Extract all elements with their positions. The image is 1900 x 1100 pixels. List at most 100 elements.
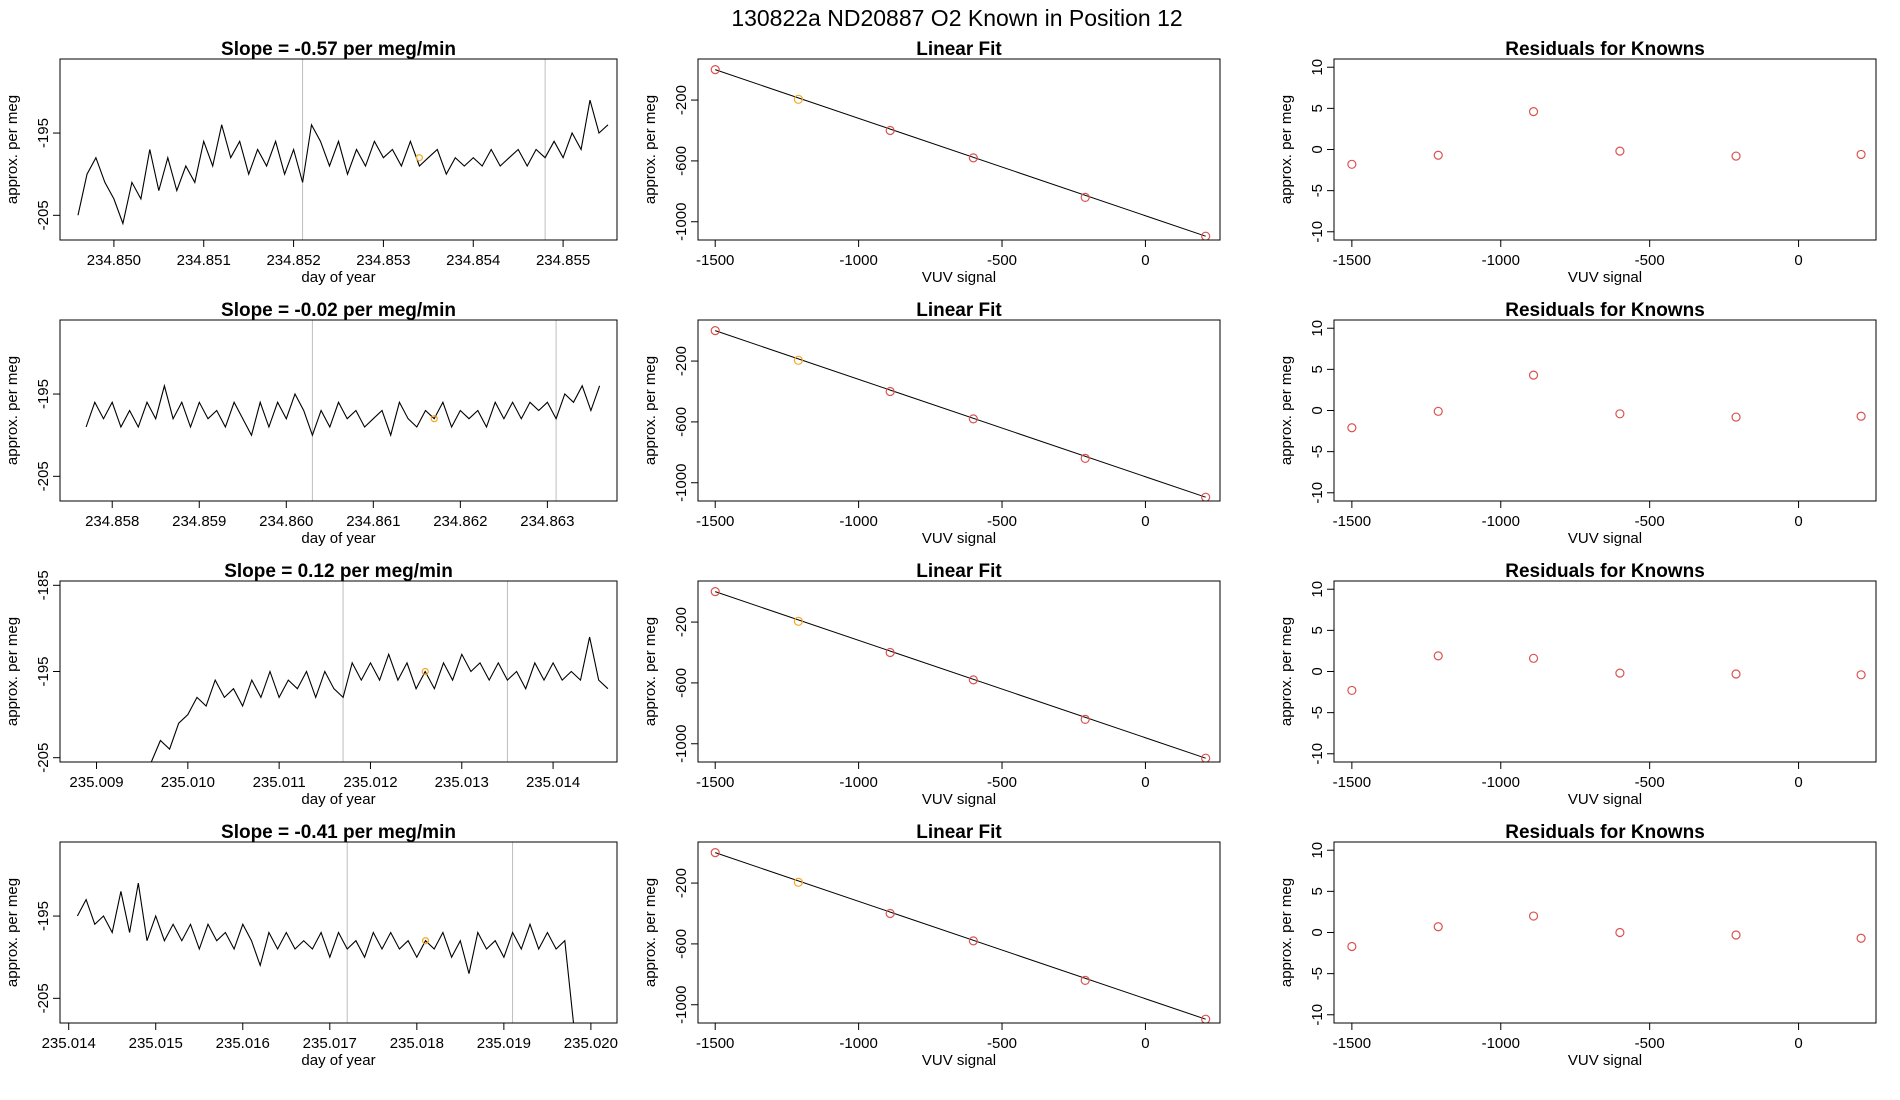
y-tick-label: -195	[35, 118, 52, 148]
plot-frame	[1333, 58, 1877, 241]
data-point	[1856, 670, 1866, 680]
plot-area	[710, 65, 1211, 240]
panel-title: Slope = -0.57 per meg/min	[221, 39, 456, 60]
marker-point	[421, 937, 430, 945]
data-point	[793, 877, 803, 887]
y-tick-label: -5	[1309, 445, 1326, 458]
y-axis-label: approx. per meg	[642, 878, 659, 987]
x-tick-label: -500	[1635, 513, 1665, 530]
y-tick-label: -600	[673, 407, 690, 437]
x-tick-label: 235.015	[129, 1035, 183, 1052]
data-point	[1856, 149, 1866, 160]
panel-title: Residuals for Knowns	[1505, 561, 1705, 582]
marker-point	[421, 667, 429, 676]
y-tick-label: -5	[1309, 967, 1326, 980]
plot-frame	[59, 319, 618, 502]
series-line	[76, 883, 575, 1023]
x-tick-label: 235.011	[253, 774, 306, 791]
x-axis-label: VUV signal	[1568, 269, 1642, 286]
data-point	[1528, 911, 1539, 921]
x-axis-label: VUV signal	[922, 1052, 996, 1069]
data-point	[1856, 933, 1866, 943]
data-point	[1731, 412, 1741, 422]
x-tick-label: -500	[987, 513, 1017, 530]
y-axis-label: approx. per meg	[4, 95, 21, 204]
x-tick-label: 0	[1141, 1035, 1149, 1052]
data-point	[1201, 492, 1211, 501]
y-axis-label: approx. per meg	[4, 617, 21, 726]
data-point	[1080, 192, 1090, 203]
y-tick-label: -10	[1309, 1004, 1326, 1026]
fit-line	[715, 852, 1206, 1020]
panel-title: Linear Fit	[916, 300, 1002, 321]
plot-area	[76, 842, 575, 1023]
x-tick-label: 235.017	[303, 1035, 357, 1052]
x-tick-label: -1000	[839, 513, 877, 530]
y-axis-label: approx. per meg	[1278, 95, 1295, 204]
x-tick-label: -1500	[1333, 1035, 1371, 1052]
panel-linear-fit-0: Linear Fit -1500 -1000 -500 0 VUV signal -200 -…	[642, 39, 1221, 286]
data-point	[1347, 941, 1357, 952]
y-tick-label: 0	[1309, 145, 1326, 153]
x-axis-label: day of year	[301, 530, 375, 547]
panel-line-1: Slope = -0.02 per meg/min 234.858 234.859 2…	[4, 300, 618, 547]
x-tick-label: -1000	[1482, 1035, 1520, 1052]
data-point	[710, 587, 720, 597]
series-line	[150, 636, 609, 762]
series-line	[85, 383, 601, 438]
series-line	[77, 99, 609, 226]
x-tick-label: -1500	[696, 1035, 734, 1052]
x-tick-label: 235.014	[526, 774, 580, 791]
x-tick-label: 0	[1141, 252, 1149, 269]
x-tick-label: 235.010	[161, 774, 215, 791]
data-point	[1433, 922, 1443, 932]
data-point	[1528, 107, 1539, 117]
x-axis-label: day of year	[301, 269, 375, 286]
x-tick-label: -1000	[839, 774, 877, 791]
y-tick-label: -205	[35, 983, 52, 1013]
x-tick-label: 0	[1794, 774, 1802, 791]
x-tick-label: 234.852	[266, 252, 320, 269]
plot-frame	[59, 580, 618, 763]
plot-area	[85, 320, 601, 501]
x-tick-label: 235.009	[69, 774, 123, 791]
plot-area	[710, 326, 1211, 501]
y-tick-label: -195	[35, 379, 52, 409]
y-tick-label: -1000	[673, 464, 690, 502]
y-tick-label: -195	[35, 656, 52, 686]
data-point	[793, 616, 803, 626]
plot-area	[1347, 911, 1866, 952]
y-tick-label: -200	[673, 868, 690, 898]
x-axis-label: VUV signal	[922, 269, 996, 286]
x-axis-label: day of year	[301, 1052, 375, 1069]
data-point	[1347, 423, 1357, 433]
x-tick-label: 234.859	[172, 513, 226, 530]
x-tick-label: 234.851	[177, 252, 231, 269]
y-axis-label: approx. per meg	[4, 356, 21, 465]
data-point	[1615, 927, 1625, 938]
panel-residuals-2: Residuals for Knowns -1500 -1000 -500 0 VUV s…	[1278, 561, 1877, 808]
y-tick-label: -5	[1309, 706, 1326, 719]
y-tick-label: -10	[1309, 743, 1326, 765]
panel-line-3: Slope = -0.41 per meg/min 235.014 235.015 2…	[4, 822, 618, 1069]
y-tick-label: 10	[1309, 581, 1326, 598]
data-point	[710, 326, 720, 336]
x-tick-label: -1500	[696, 252, 734, 269]
x-tick-label: -500	[1635, 1035, 1665, 1052]
x-tick-label: 234.862	[433, 513, 487, 530]
y-tick-label: -200	[673, 346, 690, 376]
x-tick-label: 234.854	[446, 252, 500, 269]
y-tick-label: -600	[673, 146, 690, 176]
x-tick-label: 234.860	[259, 513, 313, 530]
plot-frame	[697, 841, 1221, 1024]
y-tick-label: -185	[35, 570, 52, 600]
x-tick-label: -1000	[1482, 513, 1520, 530]
x-tick-label: 235.019	[477, 1035, 531, 1052]
data-point	[1528, 370, 1539, 380]
y-tick-label: 10	[1309, 320, 1326, 337]
data-point	[968, 153, 978, 163]
data-point	[1080, 453, 1090, 464]
x-tick-label: 234.863	[520, 513, 574, 530]
y-axis-label: approx. per meg	[642, 356, 659, 465]
